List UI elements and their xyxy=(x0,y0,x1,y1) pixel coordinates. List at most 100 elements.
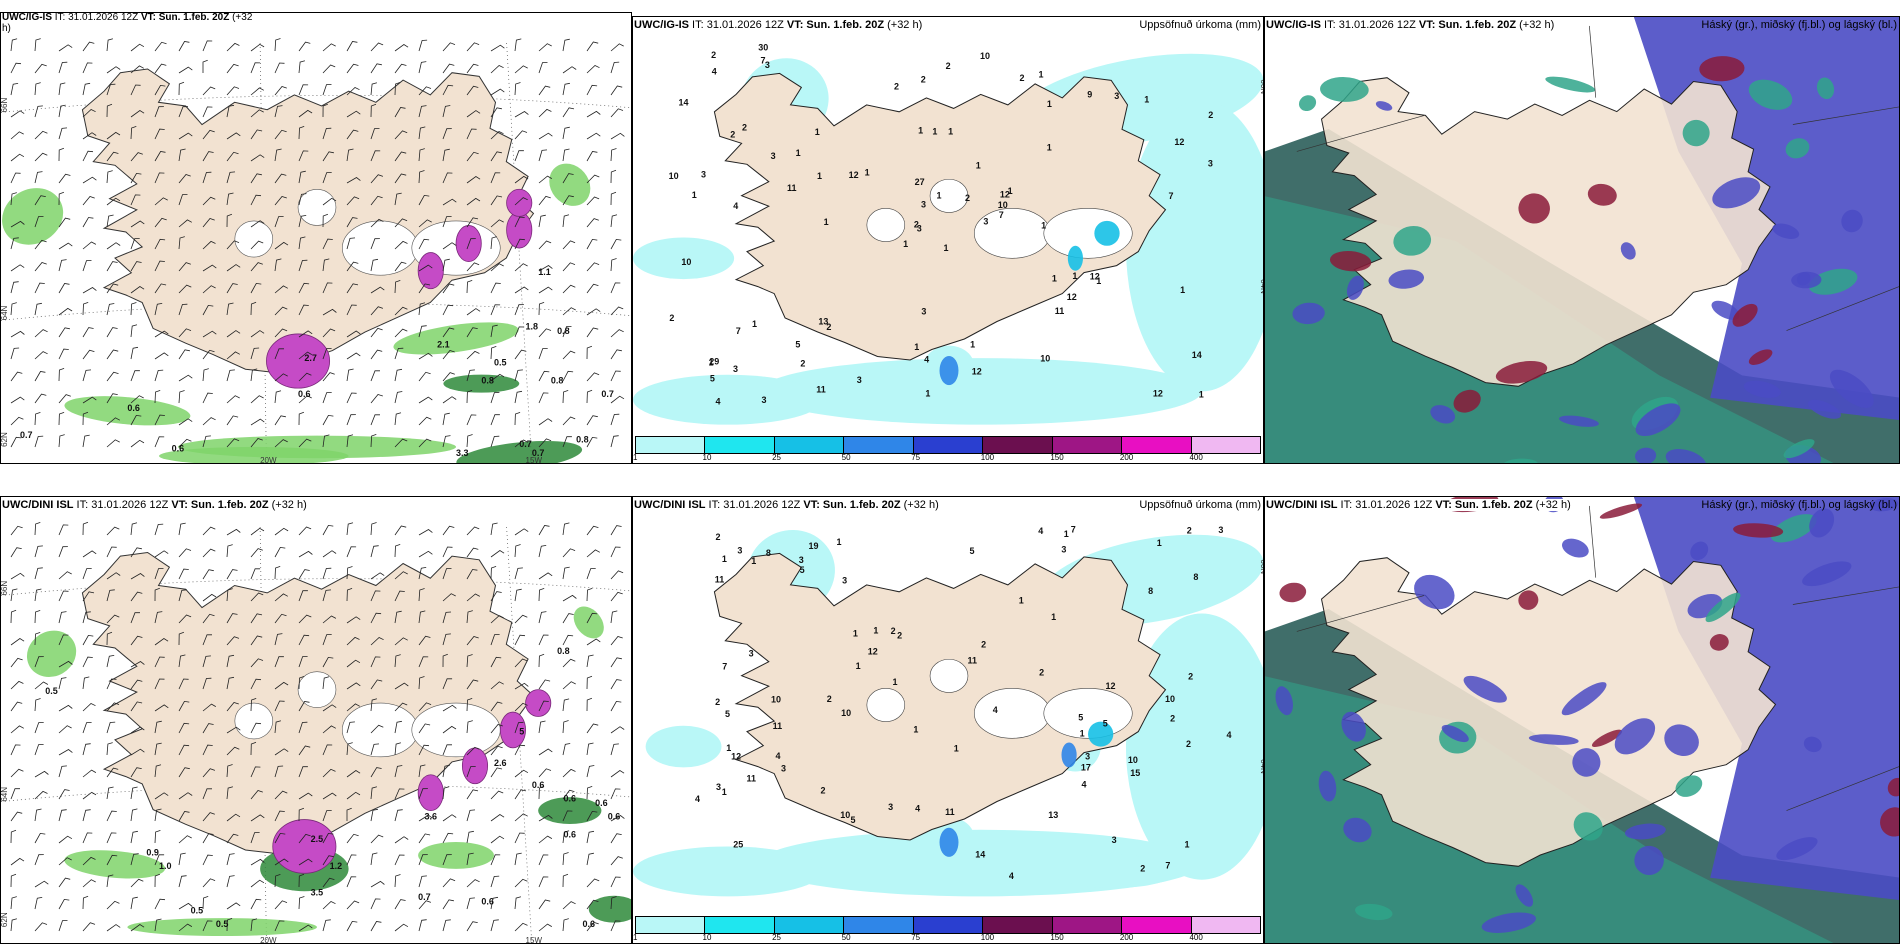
graticule-line xyxy=(506,526,533,943)
wind-barb xyxy=(490,304,501,316)
heavy-precip-area xyxy=(1067,245,1083,271)
cloud-area xyxy=(1355,903,1393,921)
wind-barb xyxy=(10,896,17,910)
precip-value: 10 xyxy=(771,694,781,704)
wind-barb xyxy=(346,148,354,162)
precip-value: 1 xyxy=(1080,728,1085,738)
wind-barb xyxy=(10,788,20,800)
wind-barb xyxy=(58,571,72,580)
precip-value: 3 xyxy=(983,217,988,227)
wind-barb xyxy=(106,546,117,558)
wind-barb xyxy=(562,370,574,382)
wind-barb xyxy=(274,439,288,448)
wind-barb xyxy=(130,110,145,118)
precip-value: 3 xyxy=(842,576,847,586)
valid-time: VT: Sun. 1.feb. 20Z xyxy=(1435,499,1533,511)
wind-barb xyxy=(106,767,119,778)
legend-swatch xyxy=(983,437,1053,453)
wind-barb xyxy=(58,835,73,844)
wind-barb xyxy=(274,173,287,184)
wind-barb xyxy=(10,768,24,778)
wind-barb xyxy=(250,220,265,228)
wind-barb xyxy=(490,435,500,448)
precip-value: 4 xyxy=(1081,779,1086,789)
cloud-area xyxy=(1770,514,1817,543)
precip-value: 7 xyxy=(736,326,741,336)
wind-barb xyxy=(610,282,621,294)
wind-barb xyxy=(274,196,287,206)
wind-barb xyxy=(442,764,450,778)
legend-swatch xyxy=(636,437,706,453)
wind-barb xyxy=(586,612,598,624)
wind-barb xyxy=(106,197,121,206)
wind-barb xyxy=(418,900,432,910)
glacier xyxy=(341,702,419,758)
wind-barb xyxy=(10,347,20,360)
precip-area xyxy=(456,440,583,463)
wind-barb xyxy=(610,546,621,558)
wind-barb xyxy=(370,238,380,250)
wind-barb xyxy=(466,369,475,382)
wind-barb xyxy=(130,701,143,712)
wind-barb xyxy=(322,434,330,448)
wind-barb xyxy=(346,352,361,360)
legend-tick-label: 75 xyxy=(911,453,921,462)
graticule-line xyxy=(1786,766,1899,811)
wind-barb xyxy=(538,748,553,756)
wind-barb xyxy=(538,854,549,866)
heavy-precip-area xyxy=(417,252,444,290)
cloud-area xyxy=(1518,590,1539,610)
wind-barb xyxy=(610,815,625,822)
wind-barb xyxy=(490,172,501,184)
cloud-area xyxy=(1791,271,1822,289)
wind-barb xyxy=(226,415,239,426)
wind-barb xyxy=(58,765,67,778)
wind-barb xyxy=(322,704,337,712)
wind-barb xyxy=(466,390,473,404)
wind-barb xyxy=(106,393,118,404)
cloud-area xyxy=(1785,138,1810,159)
wind-barb xyxy=(322,238,333,250)
wind-barb xyxy=(250,678,262,690)
precip-value: 1 xyxy=(892,677,897,687)
wind-barb xyxy=(442,919,451,932)
precip-area xyxy=(64,850,166,879)
wind-barb xyxy=(178,174,191,184)
wind-barb xyxy=(346,566,353,580)
wind-barb xyxy=(274,748,289,756)
precip-value: 1 xyxy=(918,125,923,135)
wind-barb xyxy=(58,809,67,822)
precip-value: 2 xyxy=(711,50,716,60)
wind-barb xyxy=(586,588,593,602)
wind-barb xyxy=(58,327,70,338)
wind-barb xyxy=(10,172,21,184)
wind-barb xyxy=(610,833,622,844)
wind-barb xyxy=(466,262,480,272)
wind-barb xyxy=(442,396,457,404)
wind-barb xyxy=(490,615,504,624)
wind-barb xyxy=(202,435,211,448)
legend-swatch xyxy=(983,917,1053,933)
wind-barb xyxy=(610,788,621,800)
precip-value: 3 xyxy=(1208,159,1213,169)
wind-barb xyxy=(106,702,120,712)
wind-barb xyxy=(562,548,576,558)
precip-value: 0.6 xyxy=(563,794,576,804)
wind-barb xyxy=(226,569,238,580)
wind-barb xyxy=(586,436,598,448)
wind-barb xyxy=(178,262,191,272)
wind-barb xyxy=(298,282,310,294)
cloud-area xyxy=(1388,269,1425,289)
wind-barb xyxy=(514,349,527,360)
precip-area xyxy=(759,358,1202,425)
wind-barb xyxy=(562,307,576,316)
wind-barb xyxy=(274,86,287,96)
wind-barb xyxy=(106,83,116,96)
wind-barb xyxy=(490,591,502,602)
legend-tick-label: 10 xyxy=(702,453,712,462)
wind-barb xyxy=(106,655,115,668)
wind-barb xyxy=(322,172,332,184)
wind-barb xyxy=(226,613,238,624)
wind-barb xyxy=(58,704,73,712)
wind-barb xyxy=(82,634,94,646)
